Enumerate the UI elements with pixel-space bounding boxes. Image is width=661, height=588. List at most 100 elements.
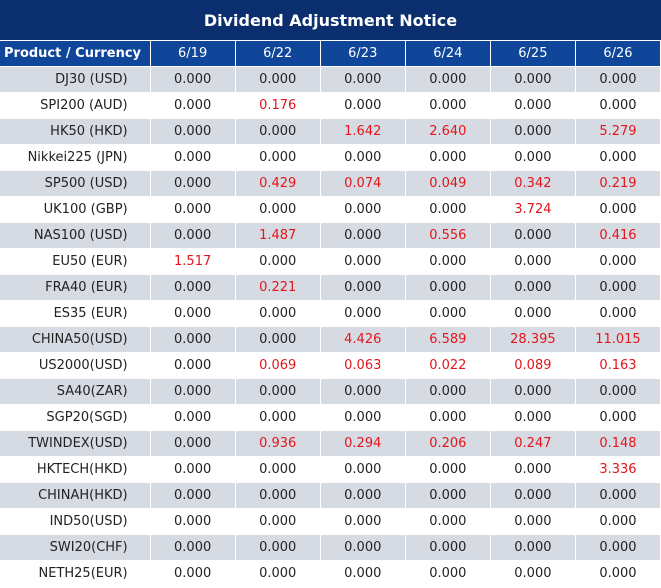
product-cell: SGP20(SGD) [0,404,151,431]
value-cell: 0.294 [320,430,406,457]
header-row: Product / Currency 6/19 6/22 6/23 6/24 6… [0,41,661,67]
value-cell: 0.000 [235,300,321,327]
table-row: SWI20(CHF) 0.000 0.000 0.000 0.000 0.000 0.000 [0,534,661,561]
table-row: TWINDEX(USD) 0.000 0.936 0.294 0.206 0.247 0.1… [0,430,661,457]
value-cell: 0.000 [490,404,576,431]
value-cell: 0.000 [405,456,491,483]
value-cell: 0.000 [235,66,321,93]
value-cell: 0.000 [405,560,491,587]
value-cell: 0.000 [235,118,321,145]
value-cell: 0.000 [150,144,236,171]
value-cell: 0.000 [235,404,321,431]
value-cell: 0.000 [405,92,491,119]
value-cell: 0.000 [405,534,491,561]
value-cell: 0.000 [320,378,406,405]
table-row: SGP20(SGD) 0.000 0.000 0.000 0.000 0.000 0.000 [0,404,661,431]
table-row: IND50(USD) 0.000 0.000 0.000 0.000 0.000 0.000 [0,508,661,535]
value-cell: 3.336 [575,456,661,483]
value-cell: 0.000 [235,456,321,483]
value-cell: 0.000 [150,404,236,431]
value-cell: 0.000 [575,404,661,431]
value-cell: 0.148 [575,430,661,457]
value-cell: 0.247 [490,430,576,457]
value-cell: 0.176 [235,92,321,119]
value-cell: 0.556 [405,222,491,249]
value-cell: 11.015 [575,326,661,353]
value-cell: 0.342 [490,170,576,197]
value-cell: 0.000 [150,430,236,457]
value-cell: 0.000 [405,482,491,509]
value-cell: 0.000 [490,560,576,587]
table-row: CHINA50(USD) 0.000 0.000 4.426 6.589 28.395 11… [0,326,661,353]
product-cell: SA40(ZAR) [0,378,151,405]
value-cell: 0.000 [490,222,576,249]
value-cell: 0.000 [405,508,491,535]
value-cell: 0.000 [150,222,236,249]
product-cell: Nikkei225 (JPN) [0,144,151,171]
value-cell: 0.000 [150,560,236,587]
value-cell: 0.000 [235,560,321,587]
dividend-table: Product / Currency 6/19 6/22 6/23 6/24 6… [0,41,661,587]
value-cell: 0.000 [490,248,576,275]
value-cell: 3.724 [490,196,576,223]
value-cell: 0.936 [235,430,321,457]
value-cell: 0.000 [490,66,576,93]
product-cell: FRA40 (EUR) [0,274,151,301]
table-row: EU50 (EUR) 1.517 0.000 0.000 0.000 0.000 0.000 [0,248,661,275]
value-cell: 0.000 [320,92,406,119]
value-cell: 0.000 [575,144,661,171]
product-cell: DJ30 (USD) [0,66,151,93]
value-cell: 0.000 [320,66,406,93]
table-row: Nikkei225 (JPN) 0.000 0.000 0.000 0.000 0.000… [0,144,661,171]
value-cell: 0.000 [575,66,661,93]
value-cell: 1.642 [320,118,406,145]
table-row: FRA40 (EUR) 0.000 0.221 0.000 0.000 0.000 0.00… [0,274,661,301]
header-date: 6/23 [320,41,406,67]
value-cell: 0.000 [490,508,576,535]
value-cell: 0.000 [575,508,661,535]
value-cell: 0.000 [320,534,406,561]
header-date: 6/26 [575,41,661,67]
product-cell: HKTECH(HKD) [0,456,151,483]
product-cell: CHINAH(HKD) [0,482,151,509]
value-cell: 0.022 [405,352,491,379]
value-cell: 0.000 [150,196,236,223]
value-cell: 0.000 [150,326,236,353]
product-cell: SP500 (USD) [0,170,151,197]
value-cell: 0.000 [150,92,236,119]
value-cell: 0.000 [405,274,491,301]
value-cell: 0.000 [490,534,576,561]
value-cell: 0.000 [490,274,576,301]
value-cell: 0.000 [575,92,661,119]
value-cell: 0.000 [490,300,576,327]
table-row: SP500 (USD) 0.000 0.429 0.074 0.049 0.342 0.21… [0,170,661,197]
header-date: 6/19 [150,41,236,67]
value-cell: 0.206 [405,430,491,457]
product-cell: NETH25(EUR) [0,560,151,587]
product-cell: SWI20(CHF) [0,534,151,561]
value-cell: 0.000 [320,508,406,535]
table-row: US2000(USD) 0.000 0.069 0.063 0.022 0.089 0.16… [0,352,661,379]
header-date: 6/22 [235,41,321,67]
value-cell: 1.517 [150,248,236,275]
table-row: HKTECH(HKD) 0.000 0.000 0.000 0.000 0.000 3.33… [0,456,661,483]
value-cell: 0.416 [575,222,661,249]
value-cell: 0.000 [150,534,236,561]
value-cell: 0.000 [405,378,491,405]
product-cell: UK100 (GBP) [0,196,151,223]
value-cell: 5.279 [575,118,661,145]
table-row: HK50 (HKD) 0.000 0.000 1.642 2.640 0.000 5.279 [0,118,661,145]
table-row: NETH25(EUR) 0.000 0.000 0.000 0.000 0.000 0.00… [0,560,661,587]
value-cell: 0.000 [150,274,236,301]
value-cell: 0.000 [575,248,661,275]
value-cell: 0.000 [320,300,406,327]
value-cell: 0.000 [405,300,491,327]
value-cell: 0.069 [235,352,321,379]
value-cell: 0.000 [575,378,661,405]
value-cell: 0.000 [490,144,576,171]
value-cell: 0.049 [405,170,491,197]
product-cell: TWINDEX(USD) [0,430,151,457]
value-cell: 0.000 [405,196,491,223]
value-cell: 6.589 [405,326,491,353]
